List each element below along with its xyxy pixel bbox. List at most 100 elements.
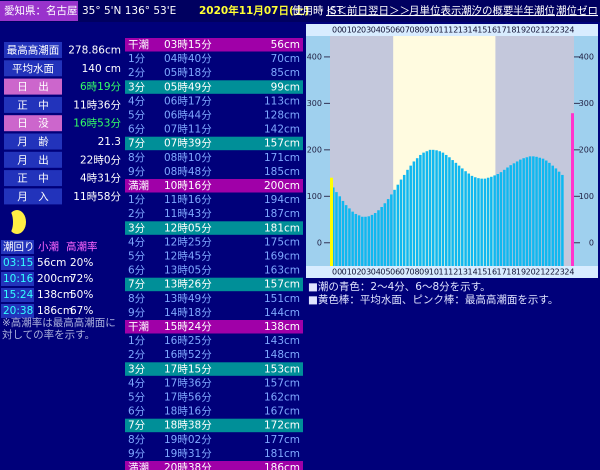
summary-time-box	[1, 304, 34, 318]
tide-bar	[512, 163, 516, 266]
tide-height: 144cm	[264, 307, 300, 319]
info-value: 278.86cm	[68, 45, 121, 57]
tide-bar	[470, 175, 474, 266]
moon-icon	[8, 210, 26, 234]
info-label: 正 中	[17, 98, 49, 111]
tide-time: 04時40分	[164, 53, 212, 65]
summary-time-box	[1, 288, 34, 302]
tide-bar	[467, 173, 471, 266]
nav-link[interactable]: 半年潮位	[513, 4, 555, 17]
tide-bar	[431, 149, 435, 266]
x-tick-label: 21	[535, 26, 545, 35]
info-label-box	[4, 42, 62, 58]
tide-bar	[551, 165, 554, 266]
tide-time: 13時26分	[164, 279, 212, 291]
nav-link[interactable]: 潮位ゼロ	[556, 4, 598, 17]
tide-row-bg	[125, 221, 303, 235]
x-tick-label: 09	[419, 268, 429, 277]
tide-time: 16時52分	[164, 349, 212, 361]
tide-label: 2分	[128, 208, 146, 220]
x-tick-label: 11	[438, 26, 448, 35]
tide-bar	[557, 171, 561, 266]
tide-height: 128cm	[264, 110, 300, 122]
x-tick-label: 24	[564, 268, 574, 277]
tide-label: 6分	[128, 124, 146, 136]
tide-bar	[361, 216, 364, 266]
tide-bar	[528, 156, 532, 266]
nav-link[interactable]: 月単位表示	[409, 4, 462, 17]
tide-bar	[393, 189, 396, 266]
tide-bar	[535, 156, 538, 266]
axis-column-left	[306, 36, 330, 266]
tide-label: 9分	[128, 448, 146, 460]
x-tick-label: 03	[361, 26, 371, 35]
x-tick-label: 07	[400, 26, 410, 35]
x-tick-label: 08	[409, 268, 419, 277]
chart-note: ■潮の青色：2〜4分、6〜8分を示す。	[308, 280, 491, 293]
info-label: 月 出	[17, 153, 49, 166]
tide-height: 181cm	[264, 448, 300, 460]
summary-cell: 10:16	[3, 273, 34, 285]
y-tick-label: 100	[307, 192, 322, 201]
tide-label: 7分	[128, 420, 146, 432]
tide-bar	[525, 157, 529, 266]
tide-time: 15時24分	[164, 321, 212, 333]
tide-bar	[332, 187, 335, 266]
nav-link[interactable]: 翌日＞＞	[368, 5, 410, 17]
info-label-box	[4, 60, 62, 77]
x-tick-label: 01	[342, 26, 352, 35]
summary-cell: 03:15	[3, 257, 33, 269]
tide-height: 177cm	[264, 434, 300, 446]
info-label-box	[4, 115, 62, 132]
summary-cell: 72%	[70, 273, 93, 285]
x-tick-label: 14	[468, 26, 478, 35]
tide-time: 06時17分	[164, 95, 212, 107]
tide-label: 干潮	[128, 38, 149, 51]
tide-time: 03時15分	[164, 39, 212, 51]
tide-bar	[457, 165, 461, 266]
summary-header: 潮回り	[3, 240, 35, 253]
x-tick-label: 23	[555, 26, 565, 35]
info-label: 月 齢	[17, 135, 49, 148]
info-label: 日 没	[17, 118, 49, 130]
tide-bar	[486, 177, 490, 266]
info-label-box	[4, 188, 62, 205]
x-tick-label: 05	[380, 268, 390, 277]
summary-cell: 186cm	[37, 305, 73, 317]
nav-link[interactable]: 潮汐の概要	[461, 4, 514, 17]
tide-bar	[357, 215, 361, 266]
tide-bar	[367, 216, 371, 266]
x-tick-label: 15	[477, 268, 487, 277]
y2-tick-label: 0	[589, 238, 594, 247]
tide-time: 11時16分	[164, 194, 212, 206]
tide-bar	[396, 184, 400, 266]
y-tick-label: 300	[307, 99, 322, 108]
tide-time: 13時05分	[164, 265, 212, 277]
x-tick-label: 18	[506, 268, 516, 277]
tide-row-bg	[125, 418, 303, 433]
tide-bar	[461, 168, 464, 266]
tide-bar	[541, 158, 545, 266]
tide-height: 167cm	[264, 406, 300, 418]
nav-link[interactable]: ＜＜前日	[326, 4, 368, 17]
location: 愛知県：名古屋	[4, 4, 78, 17]
x-tick-label: 20	[526, 26, 536, 35]
tide-height: 143cm	[264, 335, 300, 347]
y-tick-label: 200	[307, 145, 322, 154]
tide-height: 142cm	[264, 124, 300, 136]
info-label-box	[4, 78, 62, 95]
tide-label: 3分	[128, 363, 146, 375]
tide-bar	[503, 169, 506, 266]
tide-bar	[477, 178, 480, 266]
tide-bar	[441, 152, 445, 266]
tide-bar	[496, 174, 500, 266]
tide-bar	[390, 194, 393, 266]
summary-cell: 50%	[70, 289, 93, 301]
x-tick-label: 22	[545, 268, 555, 277]
y2-tick-label: 300	[579, 99, 594, 108]
info-value: 140 cm	[82, 63, 121, 75]
tide-label: 8分	[128, 152, 146, 164]
tide-bar	[538, 157, 542, 266]
